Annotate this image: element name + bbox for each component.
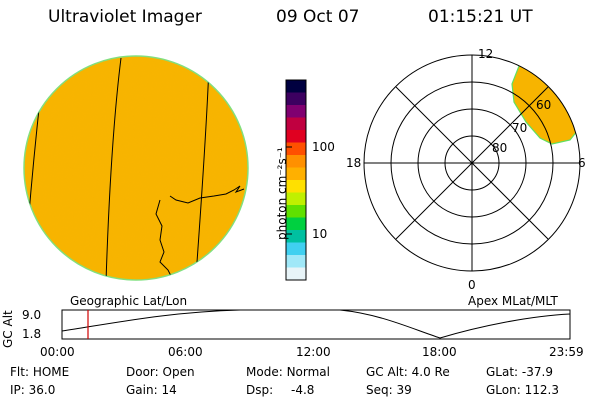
mlt-label-12: 12 [478, 47, 494, 61]
colorbar-segment [286, 255, 306, 268]
colorbar-segment [286, 142, 306, 156]
polar-plot [363, 54, 581, 272]
polar-caption: Apex MLat/MLT [468, 294, 558, 308]
glon-status: GLon: 112.3 [486, 383, 559, 397]
colorbar-segment [286, 117, 306, 131]
colorbar-segment [286, 155, 306, 168]
colorbar-segment [286, 105, 306, 118]
colorbar-segment [286, 130, 306, 143]
altitude-tick-min: 1.8 [22, 327, 42, 341]
time-tick-1200: 12:00 [296, 345, 331, 359]
altitude-tick-max: 9.0 [22, 308, 42, 322]
glat-status: GLat: -37.9 [486, 365, 553, 379]
colorbar-unit-label: photon cm⁻²s⁻¹ [275, 147, 289, 240]
time-tick-0000: 00:00 [40, 345, 75, 359]
seq-status: Seq: 39 [366, 383, 412, 397]
mode-status: Mode: Normal [246, 365, 330, 379]
time-label: 01:15:21 UT [428, 7, 533, 27]
colorbar-segment [286, 92, 306, 106]
colorbar-segment [286, 205, 306, 218]
coastline [155, 185, 245, 279]
colorbar-segment [286, 242, 306, 256]
lat-label-80: 80 [492, 141, 508, 155]
colorbar-segment [286, 217, 306, 231]
time-tick-2359: 23:59 [549, 345, 584, 359]
colorbar-segment [286, 167, 306, 181]
meridian-line [105, 57, 122, 280]
colorbar-tick-100: 100 [312, 140, 335, 154]
colorbar-tick-10: 10 [312, 227, 328, 241]
time-tick-0600: 06:00 [168, 345, 203, 359]
altitude-plot [61, 309, 571, 340]
dsp-status: Dsp: -4.8 [246, 383, 315, 397]
altitude-curve [61, 309, 571, 339]
mlt-label-6: 6 [578, 156, 586, 170]
date-label: 09 Oct 07 [276, 7, 360, 27]
lat-label-70: 70 [512, 121, 528, 135]
colorbar-segment [286, 267, 306, 281]
altitude-ylabel: GC Alt [1, 310, 15, 348]
lat-label-60: 60 [536, 98, 552, 112]
colorbar-segment [286, 230, 306, 243]
flight-status: Flt: HOME [10, 365, 70, 379]
instrument-title: Ultraviolet Imager [48, 7, 202, 27]
colorbar-segment [286, 80, 306, 93]
meridian-line [195, 65, 210, 277]
globe-image [23, 55, 249, 281]
colorbar [285, 79, 307, 281]
colorbar-segment [286, 192, 306, 206]
globe-caption: Geographic Lat/Lon [70, 294, 188, 308]
colorbar-segment [286, 180, 306, 193]
time-tick-1800: 18:00 [422, 345, 457, 359]
gain-status: Gain: 14 [126, 383, 177, 397]
mlt-label-0: 0 [468, 278, 476, 292]
door-status: Door: Open [126, 365, 195, 379]
gc-alt-status: GC Alt: 4.0 Re [366, 365, 450, 379]
mlt-label-18: 18 [346, 156, 362, 170]
ip-status: IP: 36.0 [10, 383, 56, 397]
